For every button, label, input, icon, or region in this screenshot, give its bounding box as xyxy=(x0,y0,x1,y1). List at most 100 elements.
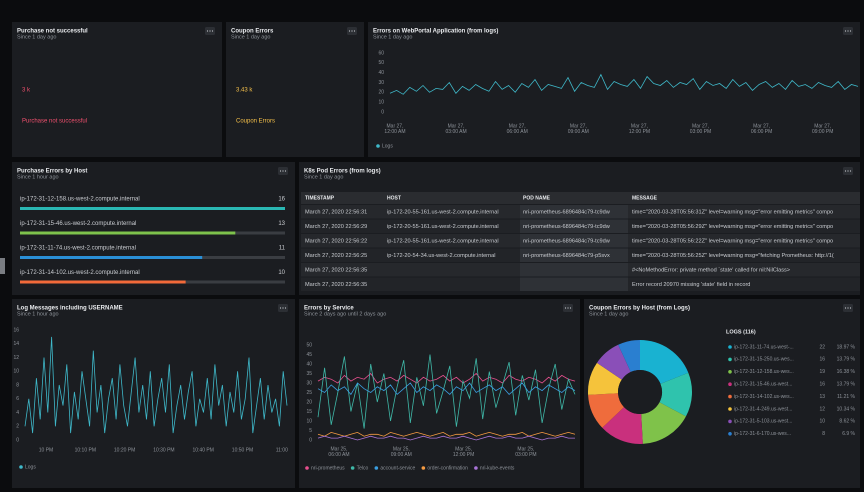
y-tick-label: 40 xyxy=(306,361,312,367)
column-header[interactable]: HOST xyxy=(387,195,401,201)
legend-name[interactable]: ip-172-31-5-103.us-west... xyxy=(734,419,792,425)
legend-value: 22 xyxy=(819,344,825,350)
legend-swatch xyxy=(728,407,732,411)
x-tick-label: 10 PM xyxy=(39,447,53,453)
legend-swatch xyxy=(728,370,732,374)
legend-name[interactable]: ip-172-31-6-170.us-wes... xyxy=(734,431,791,437)
menu-dot xyxy=(349,30,350,31)
legend-value: 16 xyxy=(819,357,825,363)
table-cell: March 27, 2020 22:56:31 xyxy=(305,209,367,215)
panel-subtitle: Since 1 day ago xyxy=(304,174,343,180)
billboard-value: 3 k xyxy=(22,88,31,94)
table-cell: time="2020-03-28T05:56:31Z" level=warnin… xyxy=(632,209,833,215)
legend-value: 19 xyxy=(819,369,825,375)
panel-subtitle: Since 1 day ago xyxy=(373,34,412,40)
y-tick-label: 10 xyxy=(13,369,19,375)
menu-dot xyxy=(845,30,846,31)
menu-button[interactable] xyxy=(563,304,573,312)
y-tick-label: 30 xyxy=(306,380,312,386)
y-tick-label: 10 xyxy=(378,99,384,105)
menu-button[interactable] xyxy=(205,27,215,35)
column-header[interactable]: POD NAME xyxy=(523,195,551,201)
x-tick-label: 09:00 AM xyxy=(391,452,412,458)
legend-name[interactable]: ip-172-31-15-250.us-wes... xyxy=(734,357,794,363)
menu-button[interactable] xyxy=(278,167,288,175)
table-cell: time="2020-03-28T05:56:22Z" level=warnin… xyxy=(632,238,833,244)
y-tick-label: 5 xyxy=(309,428,312,434)
bar xyxy=(20,256,202,259)
legend-title: LOGS (116) xyxy=(726,329,756,335)
y-tick-label: 2 xyxy=(16,424,19,430)
table-cell: nri-prometheus-6896484c79-tc9dw xyxy=(523,209,611,215)
legend-name[interactable]: ip-172-31-4-249.us-west... xyxy=(734,406,792,412)
bar xyxy=(20,281,186,284)
host-value: 11 xyxy=(279,246,286,252)
table-cell: Error record 20970 missing 'state' field… xyxy=(632,282,750,288)
legend-percent: 16.38 % xyxy=(837,369,856,375)
billboard-label: Coupon Errors xyxy=(236,119,275,125)
x-tick-label: 09:00 PM xyxy=(812,129,833,135)
legend-swatch xyxy=(305,466,309,470)
menu-button[interactable] xyxy=(347,27,357,35)
legend-value: 16 xyxy=(819,382,825,388)
legend-percent: 10.34 % xyxy=(837,406,856,412)
legend-label: nri-prometheus xyxy=(311,465,345,471)
y-tick-label: 0 xyxy=(309,437,312,443)
menu-dot xyxy=(850,30,851,31)
legend-label: Logs xyxy=(382,143,393,149)
table-cell: nri-prometheus-6896484c79-tc9dw xyxy=(523,224,611,230)
host-name: ip-172-31-14-102.us-west-2.compute.inter… xyxy=(20,270,140,276)
menu-button[interactable] xyxy=(843,167,853,175)
y-tick-label: 25 xyxy=(306,390,312,396)
legend-value: 12 xyxy=(819,406,825,412)
y-tick-label: 0 xyxy=(381,109,384,115)
table-cell: #<NoMethodError: private method `state' … xyxy=(632,267,790,273)
x-tick-label: 12:00 PM xyxy=(629,129,650,135)
y-tick-label: 4 xyxy=(16,410,19,416)
table-cell: March 27, 2020 22:56:22 xyxy=(305,238,367,244)
x-tick-label: 06:00 PM xyxy=(751,129,772,135)
x-tick-label: 10:50 PM xyxy=(232,447,253,453)
legend-swatch xyxy=(422,466,426,470)
table-cell: March 27, 2020 22:56:25 xyxy=(305,253,367,259)
table-cell: ip-172-20-55-161.us-west-2.compute.inter… xyxy=(387,238,499,244)
legend-percent: 11.21 % xyxy=(837,394,856,400)
menu-dot xyxy=(850,307,851,308)
menu-dot xyxy=(282,307,283,308)
y-tick-label: 35 xyxy=(306,371,312,377)
legend-swatch xyxy=(19,465,23,469)
legend-swatch xyxy=(728,382,732,386)
legend-name[interactable]: ip-172-31-14-102.us-wes... xyxy=(734,394,794,400)
menu-dot xyxy=(351,30,352,31)
legend-label: Telco xyxy=(357,465,369,471)
billboard-label: Purchase not successful xyxy=(22,119,87,125)
table-cell: nri-prometheus-6896484c79-p5svx xyxy=(523,253,610,259)
table-cell: time="2020-03-28T05:56:29Z" level=warnin… xyxy=(632,224,833,230)
legend-swatch xyxy=(351,466,355,470)
column-header[interactable]: MESSAGE xyxy=(632,195,658,201)
y-tick-label: 6 xyxy=(16,396,19,402)
menu-button[interactable] xyxy=(843,304,853,312)
legend-name[interactable]: ip-172-31-15-46.us-west... xyxy=(734,382,792,388)
y-tick-label: 15 xyxy=(306,409,312,415)
side-tab[interactable] xyxy=(0,258,5,274)
legend-name[interactable]: ip-172-31-12-158.us-wes... xyxy=(734,369,794,375)
y-tick-label: 20 xyxy=(306,399,312,405)
legend-swatch xyxy=(728,345,732,349)
menu-dot xyxy=(847,170,848,171)
y-tick-label: 10 xyxy=(306,418,312,424)
x-tick-label: 09:00 AM xyxy=(568,129,589,135)
menu-button[interactable] xyxy=(278,304,288,312)
legend-name[interactable]: ip-172-31-11-74.us-west-... xyxy=(734,344,794,350)
column-header[interactable]: TIMESTAMP xyxy=(305,195,335,201)
pod-cell-bg xyxy=(520,278,628,292)
legend-percent: 6.9 % xyxy=(842,431,855,437)
legend-percent: 8.62 % xyxy=(839,419,855,425)
host-value: 13 xyxy=(278,221,285,227)
y-tick-label: 8 xyxy=(16,382,19,388)
x-tick-label: 03:00 PM xyxy=(515,452,536,458)
menu-button[interactable] xyxy=(843,27,853,35)
table-cell: March 27, 2020 22:56:35 xyxy=(305,282,367,288)
legend-percent: 13.79 % xyxy=(837,382,856,388)
